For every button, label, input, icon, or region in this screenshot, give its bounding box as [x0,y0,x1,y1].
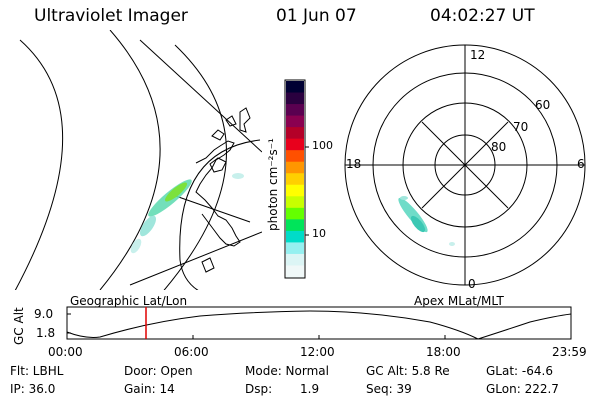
colorbar-tick-label: 100 [312,139,333,152]
colorbar-segment [286,150,304,163]
colorbar-segment [286,242,304,255]
colorbar-segment [286,161,304,174]
colorbar-segment [286,138,304,151]
colorbar-segment [286,184,304,197]
altitude-xtick-label: 06:00 [174,345,209,359]
colorbar-segment [286,196,304,209]
map-coastline [209,157,227,173]
map-meridian [139,39,262,153]
info-glat: GLat: -64.6 [486,364,553,378]
mlt-label-6: 6 [577,157,585,171]
altitude-curve [66,310,572,340]
colorbar-segment [286,173,304,186]
app-title: Ultraviolet Imager [34,6,188,26]
info-gc-alt: GC Alt: 5.8 Re [366,364,450,378]
map-coastline [201,257,215,273]
info-mode: Mode: Normal [245,364,329,378]
colorbar-segment [286,81,304,94]
lat-label-70: 70 [513,120,529,134]
map-coastline [211,129,225,141]
map-lat-arc [179,139,261,290]
altitude-xtick-label: 00:00 [48,345,83,359]
map-coastline [195,140,241,247]
mlt-label-12: 12 [470,48,486,62]
info-seq: Seq: 39 [366,382,412,396]
altitude-xtick-label: 23:59 [552,345,587,359]
map-coastline [239,107,251,133]
map-meridian [169,193,251,223]
info-glon: GLon: 222.7 [486,382,559,396]
mlt-label-0: 0 [468,277,476,291]
map-coastline [225,115,237,127]
info-gain: Gain: 14 [124,382,175,396]
altitude-xtick-label: 12:00 [300,345,335,359]
map-meridian [129,231,262,286]
colorbar-segment [286,127,304,140]
polar-diagonal [421,121,509,209]
colorbar-segment [286,219,304,232]
altitude-ylabel: GC Alt [12,307,26,345]
aurora-emission [139,215,157,237]
polar-aurora [449,242,455,246]
polar-aurora [410,215,426,233]
info-dsp-value: 1.9 [300,382,320,396]
colorbar-segment [286,92,304,105]
lat-label-80: 80 [491,140,507,154]
aurora-emission [164,182,188,202]
polar-aurora [400,196,408,200]
info-dsp-label: Dsp: [245,382,273,396]
lat-label-60: 60 [535,98,551,112]
time-label: 04:02:27 UT [430,6,535,26]
geographic-panel-label: Geographic Lat/Lon [70,294,188,308]
altitude-ytick-label: 9.0 [34,307,54,321]
colorbar-segment [286,253,304,266]
info-door: Door: Open [124,364,193,378]
info-flt: Flt: LBHL [10,364,64,378]
colorbar-segment [286,104,304,117]
aurora-emission [232,173,244,179]
info-ip: IP: 36.0 [10,382,56,396]
altitude-frame [66,306,572,340]
date-label: 01 Jun 07 [276,6,357,26]
colorbar-frame [284,79,306,279]
mlt-label-18: 18 [346,157,362,171]
colorbar-segment [286,230,304,243]
altitude-xtick-label: 18:00 [426,345,461,359]
colorbar-segment [286,265,304,278]
colorbar-segment [286,115,304,128]
colorbar-segment [286,207,304,220]
map-lat-arc [163,44,227,290]
map-lat-arc [99,30,161,290]
apex-panel-label: Apex MLat/MLT [414,294,504,308]
altitude-ytick-label: 1.8 [36,326,56,340]
aurora-emission [130,238,142,254]
colorbar-tick-label: 10 [312,227,326,240]
map-lat-arc [14,39,63,290]
